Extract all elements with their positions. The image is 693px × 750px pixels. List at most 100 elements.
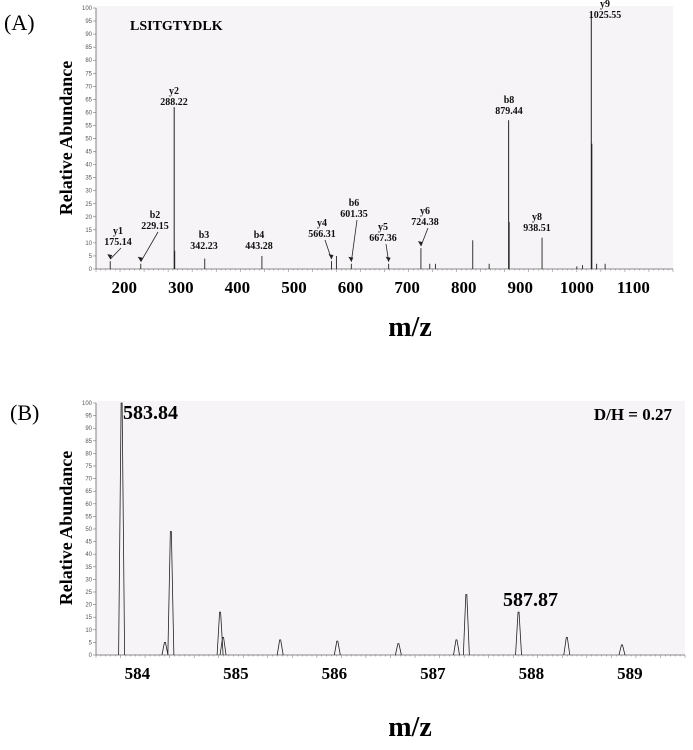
panel-a-y-tick-label: 35: [85, 176, 92, 182]
arrow-head: [348, 256, 354, 262]
ion-label: y4: [317, 218, 327, 229]
panel-b-y-tick-label: 100: [82, 401, 93, 407]
panel-a-y-tick-label: 30: [85, 189, 92, 195]
panel-a-y-tick-label: 90: [85, 32, 92, 38]
mz-label: 342.23: [190, 241, 218, 252]
peak-profile: [462, 594, 470, 656]
panel-a-y-tick-label: 40: [85, 163, 92, 169]
panel-b-y-tick-label: 10: [85, 628, 92, 634]
panel-b-label: (B): [10, 400, 39, 425]
panel-a-marks: 0 5 10 15 20 25 30 35 40 45 50 55 60 65 70 75 80 85 90 95 10…: [82, 0, 674, 297]
panel-b-x-tick-label: 586: [322, 664, 348, 683]
panel-a-plot-area: [96, 6, 673, 269]
mz-label: 175.14: [104, 237, 132, 248]
panel-a-x-tick-label: 600: [338, 278, 364, 297]
panel-b-y-tick-label: 50: [85, 527, 92, 533]
panel-a-ylabel: Relative Abundance: [56, 61, 76, 216]
ion-label: b4: [254, 230, 265, 241]
arrow-line: [109, 247, 122, 260]
panel-a-y-tick-label: 95: [85, 19, 92, 25]
ion-label: y6: [420, 206, 430, 217]
panel-b-y-tick-label: 45: [85, 540, 92, 546]
peak-profile: [394, 643, 402, 656]
panel-a-y-tick-label: 20: [85, 215, 92, 221]
arrow-head: [417, 241, 423, 247]
arrow-line: [140, 231, 159, 262]
panel-a-x-tick-label: 700: [394, 278, 420, 297]
panel-a-y-tick-label: 50: [85, 137, 92, 143]
ion-label: b6: [349, 198, 360, 209]
panel-a-x-tick-label: 200: [112, 278, 138, 297]
panel-b-y-tick-label: 15: [85, 615, 92, 621]
mz-label: 938.51: [523, 223, 551, 234]
panel-b-y-tick-label: 85: [85, 439, 92, 445]
panel-b-marks: 0 5 10 15 20 25 30 35 40 45 50 55 60 65 70 75 80 85 90 95 10…: [82, 401, 686, 683]
peak-profile: [167, 531, 175, 656]
peak-profile: [333, 640, 341, 656]
panel-b-y-tick-label: 55: [85, 514, 92, 520]
panel-a-y-tick-label: 15: [85, 228, 92, 234]
panel-a-y-tick-label: 10: [85, 241, 92, 247]
panel-a-y-tick-label: 80: [85, 58, 92, 64]
peak-profile: [216, 611, 224, 656]
panel-b-ratio: D/H = 0.27: [594, 405, 673, 424]
mz-label: 724.38: [411, 217, 439, 228]
panel-b-ylabel: Relative Abundance: [56, 451, 76, 606]
peak-profile: [219, 636, 227, 656]
ion-label: y1: [113, 226, 123, 237]
ion-label: y2: [169, 86, 179, 97]
arrow-head: [385, 256, 391, 262]
panel-a-y-tick-label: 70: [85, 84, 92, 90]
panel-a-x-tick-label: 300: [168, 278, 194, 297]
panel-b-y-tick-label: 65: [85, 489, 92, 495]
panel-a-y-tick-label: 55: [85, 123, 92, 129]
panel-a-x-tick-label: 1100: [617, 278, 650, 297]
ion-label: y8: [532, 212, 542, 223]
arrow-line: [350, 219, 358, 262]
panel-b-x-tick-label: 587: [420, 664, 446, 683]
panel-b-y-tick-label: 95: [85, 414, 92, 420]
panel-b-x-tick-label: 589: [617, 664, 643, 683]
panel-b-plot-area: [96, 401, 685, 655]
panel-a-y-tick-label: 0: [89, 267, 93, 273]
panel-b-y-tick-label: 80: [85, 451, 92, 457]
panel-a: (A) LSITGTYDLK Relative Abundance m/z 0 5…: [4, 0, 674, 343]
mz-label: 601.35: [340, 209, 368, 220]
panel-a-y-tick-label: 85: [85, 45, 92, 51]
panel-a-label: (A): [4, 10, 35, 35]
panel-b-y-tick-label: 40: [85, 552, 92, 558]
mz-label: 1025.55: [589, 10, 622, 21]
panel-b-y-tick-label: 20: [85, 603, 92, 609]
panel-a-y-tick-label: 45: [85, 150, 92, 156]
ion-label: y5: [378, 222, 388, 233]
panel-a-xlabel: m/z: [388, 312, 432, 343]
peak-profile: [515, 611, 522, 656]
panel-b-y-tick-label: 0: [89, 653, 93, 659]
panel-a-x-tick-label: 1000: [560, 278, 594, 297]
arrow-head: [107, 254, 113, 260]
peak-label: 587.87: [503, 589, 558, 611]
ion-label: y9: [600, 0, 610, 10]
ion-label: b8: [504, 95, 515, 106]
panel-a-x-tick-label: 400: [225, 278, 251, 297]
panel-b-xlabel: m/z: [388, 712, 432, 743]
mz-label: 229.15: [141, 221, 169, 232]
panel-b-x-tick-label: 588: [519, 664, 545, 683]
arrow-head: [137, 256, 143, 262]
ion-label: b3: [199, 230, 210, 241]
panel-b-x-tick-label: 585: [223, 664, 249, 683]
peak-label: 583.84: [123, 402, 178, 424]
ion-label: b2: [150, 210, 161, 221]
panel-a-y-tick-label: 25: [85, 202, 92, 208]
panel-b-y-tick-label: 30: [85, 577, 92, 583]
panel-a-x-tick-label: 900: [508, 278, 534, 297]
panel-b-y-tick-label: 75: [85, 464, 92, 470]
peak-profile: [276, 639, 284, 656]
panel-a-y-tick-label: 100: [82, 6, 93, 12]
mz-label: 667.36: [369, 233, 397, 244]
panel-a-y-tick-label: 60: [85, 110, 92, 116]
panel-b-y-tick-label: 60: [85, 502, 92, 508]
panel-b-y-tick-label: 5: [89, 640, 93, 646]
panel-b-y-tick-label: 35: [85, 565, 92, 571]
